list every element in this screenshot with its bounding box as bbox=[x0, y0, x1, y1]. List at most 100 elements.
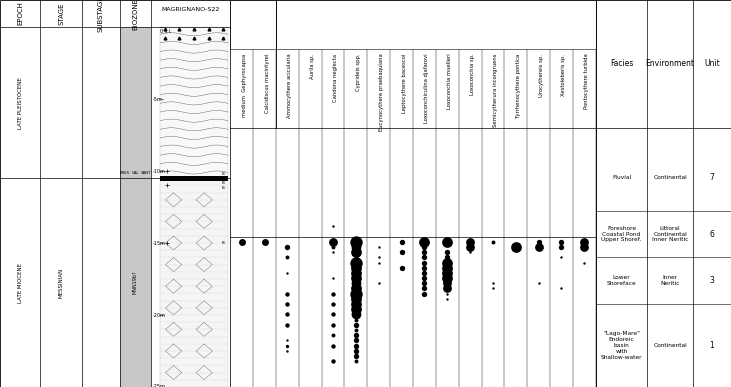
Text: Continental: Continental bbox=[654, 175, 687, 180]
Text: LATE PLEISTOCENE: LATE PLEISTOCENE bbox=[18, 77, 23, 128]
Text: ERES: ERES bbox=[120, 171, 130, 175]
Text: "Lago-Mare"
Endoreic
basin
with
Shallow-water: "Lago-Mare" Endoreic basin with Shallow-… bbox=[601, 331, 643, 360]
Point bbox=[350, 280, 362, 286]
Point bbox=[327, 342, 339, 349]
Point bbox=[373, 254, 385, 260]
Point bbox=[464, 249, 476, 255]
Text: 7: 7 bbox=[710, 173, 714, 182]
Text: Loxoconchiculina djafarovi: Loxoconchiculina djafarovi bbox=[425, 54, 429, 123]
Point bbox=[281, 244, 293, 250]
Point bbox=[487, 285, 499, 291]
Point bbox=[533, 280, 545, 286]
Point bbox=[281, 311, 293, 317]
Text: -25m: -25m bbox=[153, 385, 166, 387]
Text: MESSINIAN: MESSINIAN bbox=[58, 267, 64, 298]
Point bbox=[556, 244, 567, 250]
Point bbox=[281, 342, 293, 349]
Text: Cyprideis spp.: Cyprideis spp. bbox=[356, 54, 361, 91]
Text: STAGE: STAGE bbox=[58, 2, 64, 25]
Text: -15m: -15m bbox=[153, 241, 166, 245]
Text: Semicytherura incongruens: Semicytherura incongruens bbox=[493, 54, 498, 127]
Point bbox=[327, 239, 339, 245]
Point bbox=[259, 239, 270, 245]
Point bbox=[350, 322, 362, 328]
Text: Foreshore
Coastal Pond
Upper Shoref.: Foreshore Coastal Pond Upper Shoref. bbox=[602, 226, 642, 242]
Point bbox=[350, 348, 362, 354]
Bar bbox=[230, 0, 276, 48]
Point bbox=[442, 254, 453, 260]
Point bbox=[578, 239, 590, 245]
Point bbox=[350, 332, 362, 338]
Point bbox=[327, 249, 339, 255]
Text: Pontocythere turbida: Pontocythere turbida bbox=[584, 54, 589, 110]
Text: O s t r a c o d s: O s t r a c o d s bbox=[399, 19, 473, 29]
Point bbox=[350, 337, 362, 343]
Point bbox=[350, 259, 362, 265]
Text: MAGRIGNANO-S22: MAGRIGNANO-S22 bbox=[162, 7, 220, 12]
Point bbox=[395, 249, 407, 255]
Point bbox=[556, 254, 567, 260]
Text: EPOCH: EPOCH bbox=[17, 2, 23, 26]
Point bbox=[350, 296, 362, 302]
Point bbox=[419, 275, 431, 281]
Text: Ammocythere acicularia: Ammocythere acicularia bbox=[287, 54, 292, 118]
Point bbox=[350, 353, 362, 359]
Point bbox=[350, 265, 362, 271]
Point bbox=[556, 285, 567, 291]
Text: Leptocythere bacescoi: Leptocythere bacescoi bbox=[401, 54, 406, 113]
Point bbox=[350, 327, 362, 333]
Point bbox=[350, 291, 362, 297]
Point bbox=[281, 348, 293, 354]
Point bbox=[442, 275, 453, 281]
Text: Tyrrhenocythere pontica: Tyrrhenocythere pontica bbox=[516, 54, 520, 118]
Point bbox=[281, 291, 293, 297]
Text: Candona neglecta: Candona neglecta bbox=[333, 54, 338, 102]
Text: Unit: Unit bbox=[704, 59, 720, 68]
Point bbox=[350, 285, 362, 291]
Text: Calcareous
nannofossils: Calcareous nannofossils bbox=[234, 19, 273, 30]
Text: Urocythereis sp.: Urocythereis sp. bbox=[539, 54, 544, 96]
Text: Fluvial: Fluvial bbox=[612, 175, 631, 180]
Text: B: B bbox=[222, 186, 225, 190]
Point bbox=[442, 265, 453, 271]
Point bbox=[487, 280, 499, 286]
Point bbox=[442, 296, 453, 302]
Text: Eucynocythere praebaquiana: Eucynocythere praebaquiana bbox=[379, 54, 384, 132]
Text: Environment: Environment bbox=[645, 59, 694, 68]
Text: BIOZONE: BIOZONE bbox=[132, 0, 138, 29]
Point bbox=[419, 239, 431, 245]
Text: 6: 6 bbox=[710, 229, 714, 238]
Point bbox=[373, 259, 385, 265]
Text: Xestoleberis sp.: Xestoleberis sp. bbox=[561, 54, 567, 96]
Point bbox=[578, 259, 590, 265]
Point bbox=[442, 285, 453, 291]
Point bbox=[350, 254, 362, 260]
Text: Inner
Neritic: Inner Neritic bbox=[660, 275, 680, 286]
Bar bbox=[160, 176, 228, 181]
Text: medium  Gephyrocapsa: medium Gephyrocapsa bbox=[242, 54, 246, 117]
Text: 0 s.l.: 0 s.l. bbox=[160, 29, 172, 34]
Point bbox=[419, 291, 431, 297]
Text: 3: 3 bbox=[710, 276, 714, 285]
Text: Continental: Continental bbox=[654, 343, 687, 348]
Point bbox=[236, 239, 248, 245]
Point bbox=[419, 280, 431, 286]
Text: MNN19b?: MNN19b? bbox=[133, 271, 137, 295]
Point bbox=[281, 254, 293, 260]
Point bbox=[442, 280, 453, 286]
Point bbox=[350, 249, 362, 255]
Point bbox=[419, 254, 431, 260]
Point bbox=[350, 306, 362, 312]
Text: -5m: -5m bbox=[153, 97, 163, 101]
Text: CAL: CAL bbox=[132, 171, 139, 175]
Point bbox=[350, 311, 362, 317]
Point bbox=[395, 239, 407, 245]
Text: Calcidiscus macintyrei: Calcidiscus macintyrei bbox=[265, 54, 270, 113]
Point bbox=[419, 265, 431, 271]
Point bbox=[327, 358, 339, 364]
Point bbox=[350, 239, 362, 245]
Point bbox=[373, 280, 385, 286]
Point bbox=[350, 244, 362, 250]
Point bbox=[350, 317, 362, 323]
Point bbox=[281, 270, 293, 276]
